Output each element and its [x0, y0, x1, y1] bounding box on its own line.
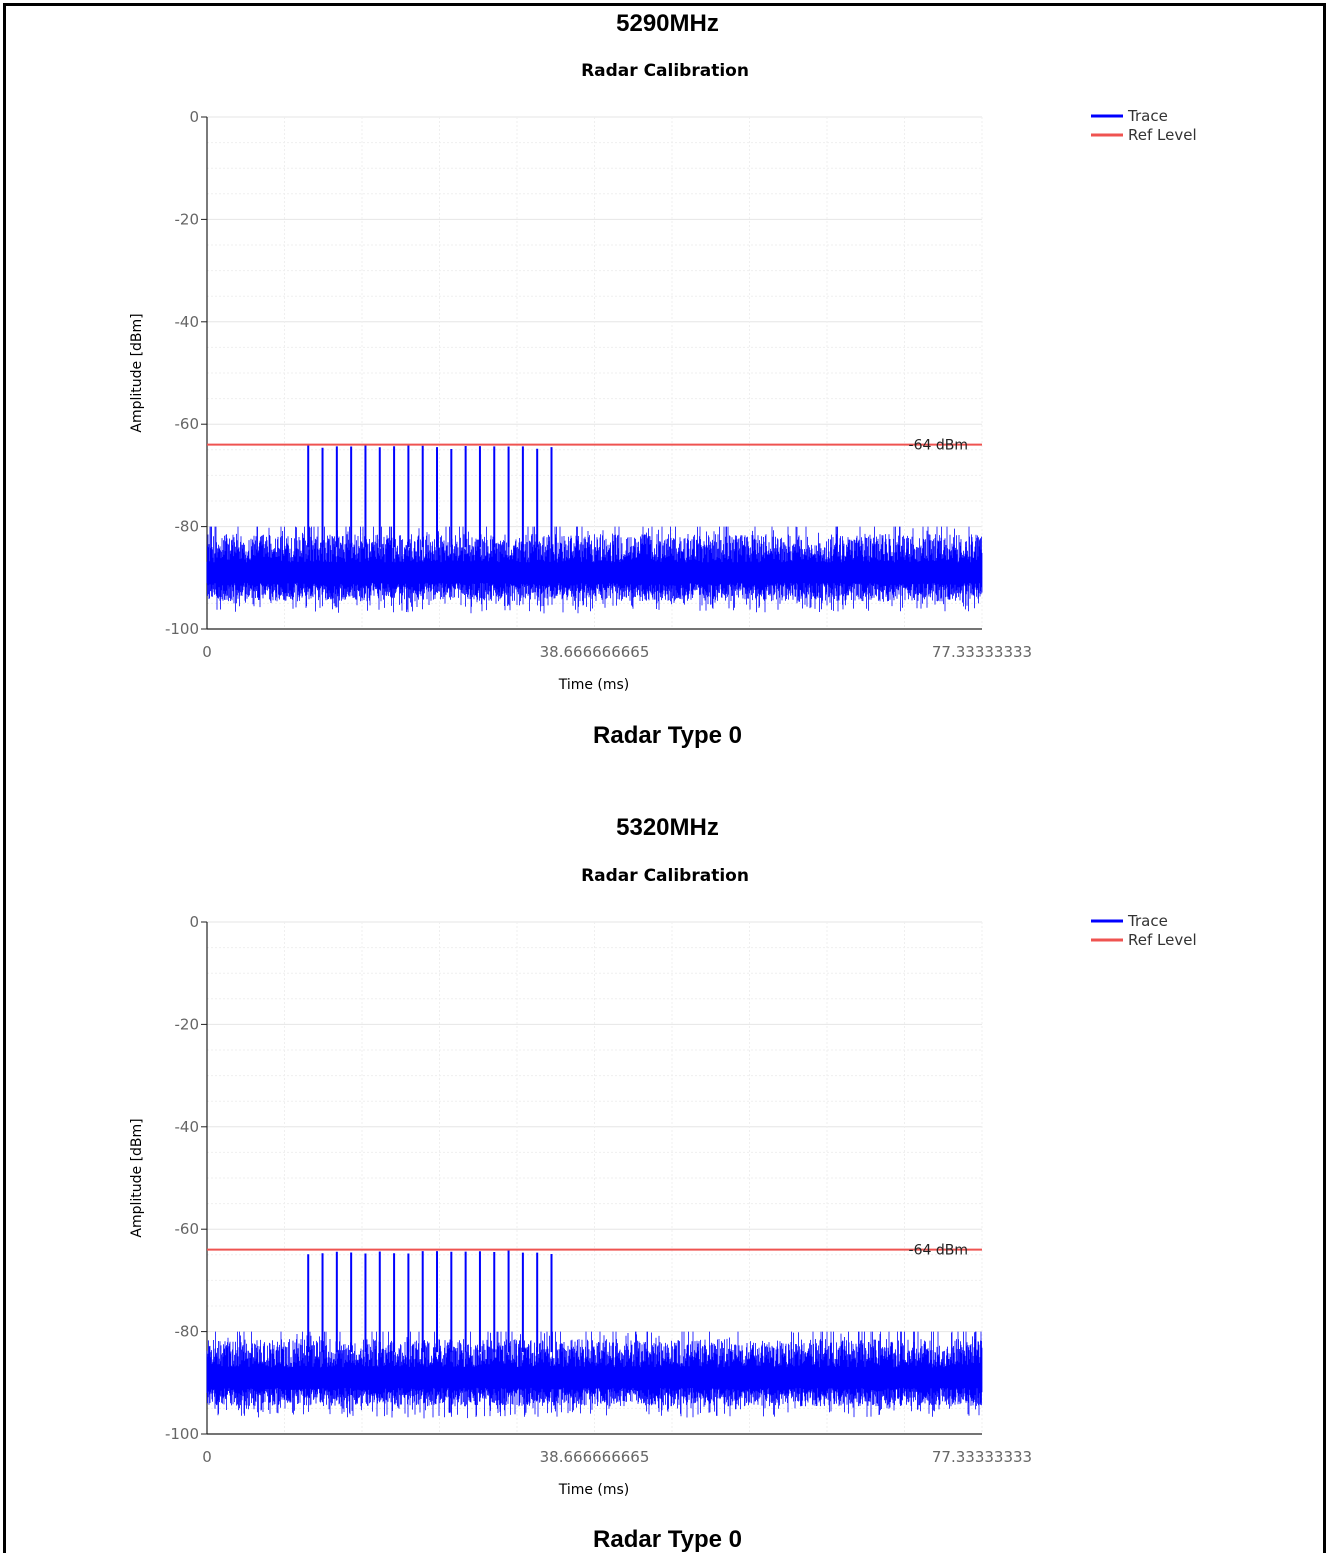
ref-level-label: -64 dBm: [909, 1243, 968, 1259]
y-tick-label: -20: [175, 1015, 200, 1033]
legend-trace-label: Trace: [1127, 107, 1168, 125]
x-tick-label: 0: [202, 1448, 212, 1466]
page-frame: [3, 3, 1326, 1553]
x-tick-label: 38.666666665: [540, 1448, 650, 1466]
y-tick-label: -100: [165, 620, 199, 638]
frequency-heading-2: 5320MHz: [616, 814, 719, 841]
y-tick-label: -80: [175, 1323, 200, 1341]
y-tick-label: -40: [175, 313, 200, 331]
trace-noise: [206, 526, 983, 614]
y-tick-label: -20: [175, 210, 200, 228]
y-tick-label: -100: [165, 1425, 199, 1443]
y-tick-label: -40: [175, 1118, 200, 1136]
trace-pulses: [307, 445, 553, 548]
y-tick-label: -60: [175, 415, 200, 433]
y-axis-label: Amplitude [dBm]: [129, 313, 145, 432]
x-axis-label: Time (ms): [558, 677, 630, 693]
frequency-heading-1: 5290MHz: [616, 10, 719, 37]
legend-ref-label: Ref Level: [1128, 931, 1197, 949]
chart-title: Radar Calibration: [581, 866, 749, 886]
y-tick-label: -60: [175, 1220, 200, 1238]
trace-noise: [206, 1331, 983, 1419]
x-tick-label: 77.33333333: [932, 643, 1032, 661]
trace-pulses: [307, 1250, 553, 1353]
x-tick-label: 77.33333333: [932, 1448, 1032, 1466]
legend-trace-label: Trace: [1127, 912, 1168, 930]
x-tick-label: 0: [202, 643, 212, 661]
legend-ref-label: Ref Level: [1128, 126, 1197, 144]
chart-caption-2: Radar Type 0: [593, 1526, 742, 1553]
chart-caption-1: Radar Type 0: [593, 722, 742, 749]
x-tick-label: 38.666666665: [540, 643, 650, 661]
y-axis-label: Amplitude [dBm]: [129, 1118, 145, 1237]
chart-title: Radar Calibration: [581, 61, 749, 81]
y-tick-label: 0: [189, 108, 199, 126]
x-axis-label: Time (ms): [558, 1482, 630, 1498]
ref-level-label: -64 dBm: [909, 438, 968, 454]
y-tick-label: -80: [175, 518, 200, 536]
y-tick-label: 0: [189, 913, 199, 931]
